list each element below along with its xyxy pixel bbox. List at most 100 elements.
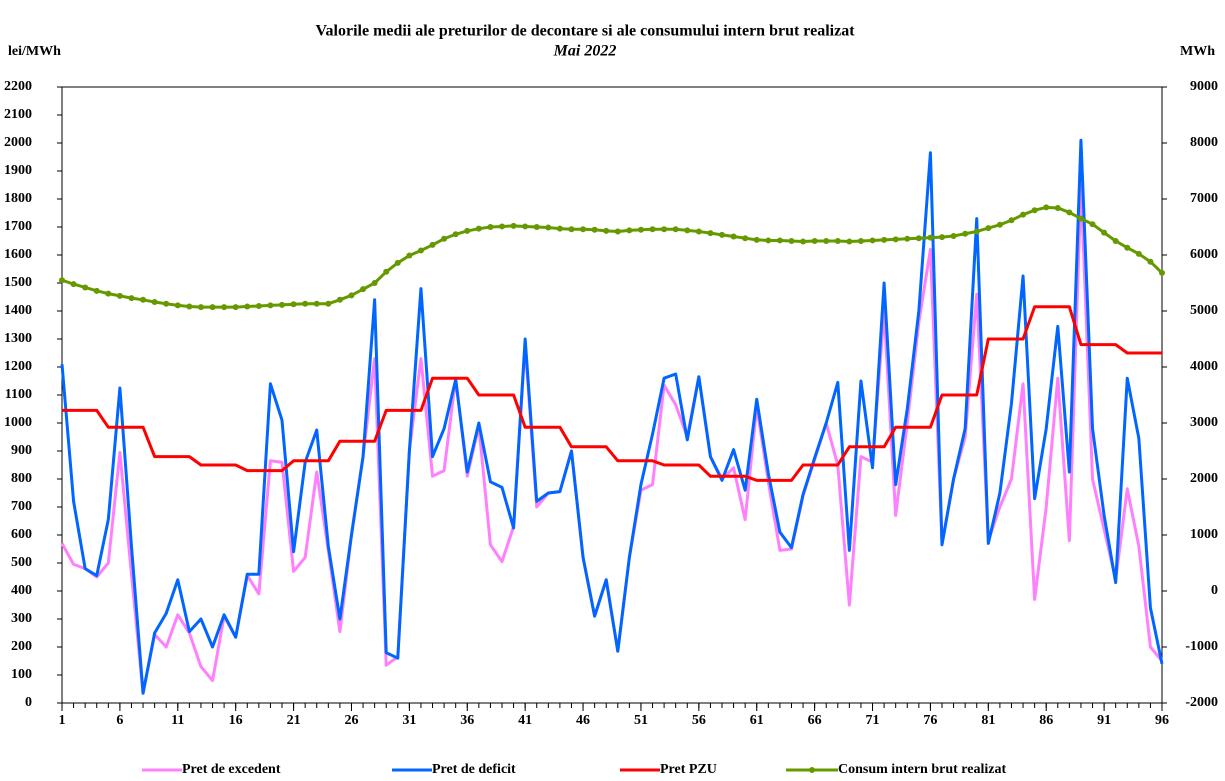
series-marker [580,226,587,233]
series-marker [776,237,783,244]
series-marker [255,302,262,309]
series-marker [1135,250,1142,257]
y-tick-label: 0 [25,695,32,710]
y-tick-label: 2100 [4,107,32,122]
series-marker [695,228,702,235]
series-marker [927,234,934,241]
y-tick-label: 2000 [4,135,32,150]
legend-label: Pret de excedent [182,762,281,777]
y2-tick-label: 5000 [1190,303,1218,318]
y2-tick-label: 4000 [1190,359,1218,374]
series-marker [672,226,679,233]
series-marker [881,236,888,243]
y-tick-label: 100 [11,667,32,682]
series-marker [464,227,471,234]
y-tick-label: 2200 [4,79,32,94]
series-marker [591,226,598,233]
series-marker [823,238,830,244]
chart-title: Valorile medii ale preturilor de deconta… [315,23,855,40]
series-marker [105,290,112,297]
legend-marker [809,767,815,773]
series-marker [753,236,760,243]
y-tick-label: 1900 [4,163,32,178]
y-tick-label: 1600 [4,247,32,262]
x-tick-label: 1 [59,713,66,728]
y2-axis-label: MWh [1180,44,1215,59]
series-marker [603,227,610,234]
series-marker [742,235,749,242]
series-marker [649,226,656,233]
series-marker [325,300,332,307]
series-marker [441,235,448,242]
x-tick-label: 61 [750,713,764,728]
series-marker [487,224,494,230]
series-marker [116,292,123,299]
series-marker [1124,244,1131,251]
series-marker [290,301,297,308]
series-marker [151,299,158,306]
series-marker [452,231,459,238]
series-marker [1043,204,1050,211]
series-marker [707,230,714,237]
series-marker [1159,269,1165,276]
series-marker [719,231,725,238]
x-tick-label: 11 [171,713,184,728]
series-marker [788,238,795,244]
series-marker [985,225,992,232]
x-tick-label: 6 [116,713,123,728]
x-tick-label: 66 [808,713,822,728]
y2-tick-label: 2000 [1190,471,1218,486]
y2-tick-label: 1000 [1190,527,1218,542]
series-marker [197,304,204,311]
y-tick-label: 300 [11,611,32,626]
y-tick-label: 500 [11,555,32,570]
series-marker [834,238,841,244]
series-marker [267,302,274,309]
series-marker [915,235,922,242]
series-marker [1101,229,1108,236]
y2-tick-label: -2000 [1185,695,1218,710]
y2-tick-label: 8000 [1190,135,1218,150]
x-tick-label: 51 [634,713,648,728]
y-tick-label: 600 [11,527,32,542]
x-tick-label: 96 [1155,713,1169,728]
y-tick-label: 1800 [4,191,32,206]
series-marker [730,233,737,240]
series-marker [128,295,135,302]
series-marker [846,238,853,245]
x-tick-label: 36 [460,713,474,728]
series-marker [545,224,552,231]
series-marker [70,281,77,288]
series-marker [371,280,378,286]
legend-label: Pret PZU [660,762,717,777]
series-marker [661,226,668,233]
y-tick-label: 700 [11,499,32,514]
series-marker [140,296,147,303]
x-tick-label: 16 [229,713,243,728]
x-tick-label: 76 [923,713,937,728]
x-tick-label: 41 [518,713,532,728]
series-marker [186,303,193,310]
series-marker [973,228,980,235]
series-marker [1147,258,1154,265]
legend-label: Consum intern brut realizat [838,762,1006,777]
y2-tick-label: 0 [1211,583,1218,598]
series-marker [556,225,563,232]
series-marker [510,222,517,229]
series-marker [174,302,181,309]
series-line [62,305,1162,482]
y-tick-label: 1000 [4,415,32,430]
series-marker [765,237,772,244]
series-marker [950,232,957,239]
chart-subtitle: Mai 2022 [553,43,617,60]
series-marker [811,238,818,244]
series-marker [279,301,285,308]
series-marker [568,226,575,233]
x-tick-label: 86 [1039,713,1053,728]
series-marker [1020,211,1027,218]
series-marker [348,292,355,299]
series-marker [163,300,170,307]
series-line [61,205,1164,309]
series-marker [533,224,540,230]
